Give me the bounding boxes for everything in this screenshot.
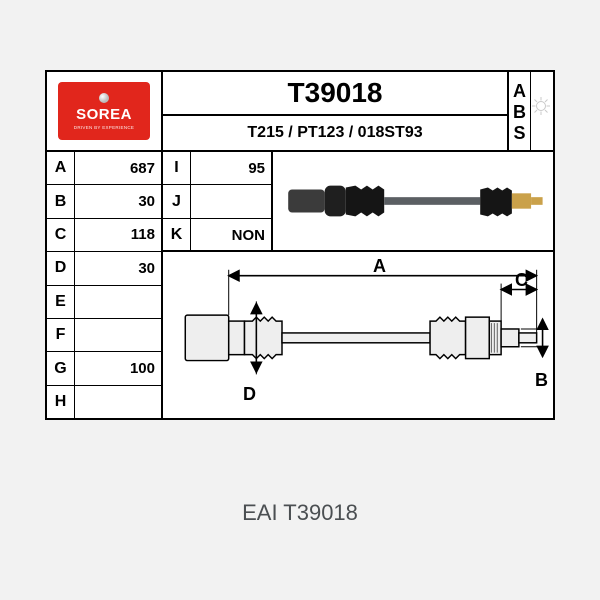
spec-h-lab: H	[47, 386, 75, 419]
spec-k-lab: K	[163, 219, 191, 252]
caption: EAI T39018	[0, 500, 600, 526]
abs-label: A B S	[509, 72, 531, 152]
spec-g-lab: G	[47, 352, 75, 384]
logo-dot-icon	[99, 93, 109, 103]
spec-b-lab: B	[47, 185, 75, 217]
dim-c: C	[515, 270, 528, 291]
spec-k-val: NON	[191, 219, 271, 252]
spec-table-mid: I95 J KNON	[163, 152, 273, 252]
product-photo	[273, 152, 553, 252]
spec-f-val	[75, 319, 161, 351]
brand-name: SOREA	[76, 106, 132, 123]
brand-cell: SOREA DRIVEN BY EXPERIENCE	[47, 72, 163, 152]
axle-photo-icon	[278, 153, 548, 249]
spec-j-lab: J	[163, 185, 191, 217]
gear-icon	[531, 96, 551, 116]
abs-s: S	[513, 123, 525, 144]
dimension-diagram: A C B D	[163, 252, 553, 418]
spec-i-val: 95	[191, 152, 271, 184]
spec-a-val: 687	[75, 152, 161, 184]
spec-table-left: A687 B30 C118 D30 E F G100 H	[47, 152, 163, 418]
spec-g-val: 100	[75, 352, 161, 384]
spec-e-lab: E	[47, 286, 75, 318]
spec-d-val: 30	[75, 252, 161, 284]
part-title: T39018	[163, 72, 507, 116]
caption-code: T39018	[283, 500, 358, 525]
spec-j-val	[191, 185, 271, 217]
spec-e-val	[75, 286, 161, 318]
spec-f-lab: F	[47, 319, 75, 351]
part-refs: T215 / PT123 / 018ST93	[163, 116, 507, 152]
dim-d: D	[243, 384, 256, 405]
brand-logo: SOREA DRIVEN BY EXPERIENCE	[58, 82, 150, 140]
datasheet-card: SOREA DRIVEN BY EXPERIENCE T39018 T215 /…	[45, 70, 555, 420]
spec-b-val: 30	[75, 185, 161, 217]
spec-i-lab: I	[163, 152, 191, 184]
spec-h-val	[75, 386, 161, 419]
abs-b: B	[513, 102, 526, 123]
spec-a-lab: A	[47, 152, 75, 184]
abs-column: A B S	[507, 72, 553, 152]
spec-c-lab: C	[47, 219, 75, 251]
dim-a: A	[373, 256, 386, 277]
caption-maker: EAI	[242, 500, 277, 525]
spec-d-lab: D	[47, 252, 75, 284]
dim-b: B	[535, 370, 548, 391]
abs-a: A	[513, 81, 526, 102]
brand-sub: DRIVEN BY EXPERIENCE	[74, 125, 134, 130]
spec-c-val: 118	[75, 219, 161, 251]
